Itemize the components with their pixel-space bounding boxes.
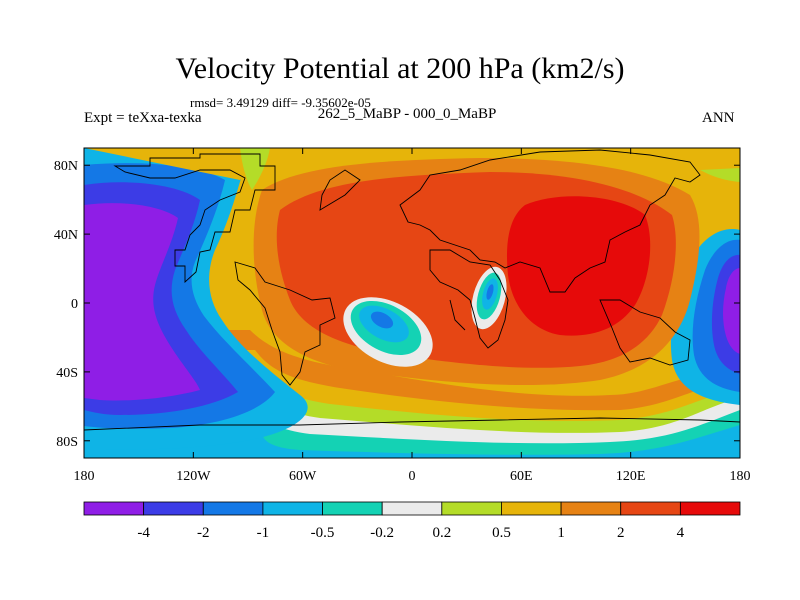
colorbar-swatch [620,501,681,516]
y-tick-label: 80N [54,159,78,174]
colorbar-swatch [143,501,204,516]
coastlines [84,149,740,431]
chart-title: Velocity Potential at 200 hPa (km2/s) [175,52,625,85]
y-tick-label: 40N [54,228,78,243]
colorbar-swatch [202,501,264,516]
colorbar-label: 4 [677,525,685,541]
colorbar: -4 -2 -1 -0.5 -0.2 0.2 0.5 1 2 4 [83,501,741,541]
contour-pos-red [506,196,651,336]
colorbar-swatch [441,501,502,516]
colorbar-label: -0.5 [311,525,335,541]
colorbar-label: 0.2 [432,525,451,541]
colorbar-label: -0.2 [370,525,394,541]
cell-africa-medblue [486,284,494,300]
x-tick-label: 120E [616,469,646,484]
contour-east-purple [723,268,740,354]
y-tick-label: 40S [56,366,78,381]
x-tick-label: 0 [409,469,416,484]
y-tick-label: 0 [71,297,78,312]
season-label: ANN [702,110,735,126]
colorbar-label: -1 [257,525,270,541]
stats-label: rmsd= 3.49129 diff= -9.35602e-05 [190,95,371,110]
case-label: 262_5_MaBP - 000_0_MaBP [317,106,497,122]
x-tick-label: 60E [510,469,533,484]
colorbar-label: 1 [557,525,565,541]
x-tick-label: 120W [176,469,211,484]
axis-ticks: 180 120W 60W 0 60E 120E 180 80N 40N 0 40S 80S [54,148,751,484]
colorbar-swatch [83,501,145,516]
colorbar-swatch [381,501,443,516]
x-tick-label: 180 [730,469,751,484]
contour-west-purple [84,203,200,401]
experiment-label: Expt = teXxa-texka [84,110,202,126]
y-tick-label: 80S [56,435,78,450]
colorbar-swatch [501,501,562,516]
colorbar-swatch [560,501,622,516]
colorbar-label: -2 [197,525,210,541]
colorbar-swatch [322,501,383,516]
colorbar-label: 2 [617,525,625,541]
colorbar-swatch [679,501,741,516]
x-tick-label: 60W [289,469,317,484]
colorbar-swatch [262,501,323,516]
colorbar-label: 0.5 [492,525,511,541]
contour-field [84,148,740,458]
colorbar-label: -4 [137,525,150,541]
x-tick-label: 180 [74,469,95,484]
cell-south-atlantic-medblue [370,311,394,329]
